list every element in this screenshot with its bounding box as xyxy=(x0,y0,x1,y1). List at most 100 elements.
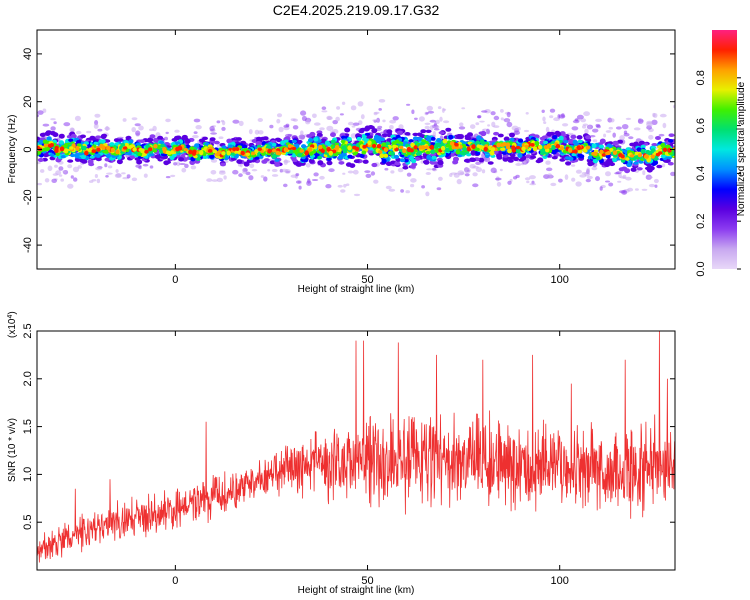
heatmap-cell xyxy=(67,159,74,163)
snr-y-scale-factor: (x104) xyxy=(7,311,19,338)
heatmap-cell xyxy=(440,145,446,151)
heatmap-cell xyxy=(193,131,198,135)
heatmap-cell xyxy=(617,139,624,144)
y-tick-label: 2.0 xyxy=(22,371,34,386)
heatmap-cell xyxy=(352,122,360,126)
heatmap-cell xyxy=(144,149,149,154)
heatmap-cell xyxy=(513,156,519,162)
heatmap-cell xyxy=(481,169,486,174)
heatmap-cell xyxy=(546,167,553,172)
heatmap-cell xyxy=(575,169,582,174)
heatmap-cell xyxy=(360,114,365,120)
heatmap-cell xyxy=(128,139,134,144)
heatmap-cell xyxy=(297,153,302,158)
heatmap-cell xyxy=(511,125,519,131)
heatmap-cell xyxy=(530,143,535,147)
heatmap-cell xyxy=(44,178,50,183)
heatmap-cell xyxy=(385,161,392,166)
heatmap-cell xyxy=(296,162,303,167)
heatmap-cell xyxy=(662,147,668,152)
heatmap-cell xyxy=(165,176,171,179)
heatmap-cell xyxy=(301,144,307,149)
heatmap-cell xyxy=(326,146,331,152)
heatmap-cell xyxy=(248,175,254,181)
heatmap-cell xyxy=(426,135,432,140)
heatmap-cell xyxy=(251,139,258,143)
heatmap-cell xyxy=(378,99,386,103)
heatmap-cell xyxy=(267,169,271,172)
heatmap-cell xyxy=(585,145,591,150)
heatmap-cell xyxy=(206,178,213,182)
heatmap-cell xyxy=(49,153,55,157)
heatmap-cell xyxy=(176,161,181,167)
heatmap-cell xyxy=(565,161,572,165)
heatmap-cell xyxy=(480,130,487,137)
heatmap-cell xyxy=(502,156,509,162)
colorbar-ticks: 0.0 0.2 0.4 0.6 0.8 xyxy=(695,70,741,277)
heatmap-cell xyxy=(477,115,482,119)
heatmap-cell xyxy=(432,131,436,137)
heatmap-cell xyxy=(72,166,80,173)
heatmap-cell xyxy=(458,126,466,130)
heatmap-cell xyxy=(652,160,659,166)
heatmap-cell xyxy=(550,145,556,151)
heatmap-cell xyxy=(254,129,260,135)
y-tick-label: -40 xyxy=(22,237,34,253)
heatmap-cell xyxy=(116,159,123,165)
heatmap-cell xyxy=(419,134,426,139)
heatmap-cell xyxy=(438,154,444,158)
heatmap-cell xyxy=(100,134,107,140)
heatmap-cell xyxy=(487,161,494,165)
heatmap-cell xyxy=(209,154,215,159)
heatmap-cell xyxy=(454,142,459,147)
heatmap-cell xyxy=(149,128,154,132)
heatmap-cell xyxy=(659,113,667,118)
heatmap-cell xyxy=(647,165,653,170)
heatmap-cell xyxy=(361,150,367,155)
heatmap-cell xyxy=(451,144,456,150)
heatmap-cell xyxy=(42,123,50,127)
heatmap-cell xyxy=(554,130,561,136)
heatmap-cell xyxy=(435,119,440,124)
heatmap-cell xyxy=(601,153,606,157)
heatmap-cell xyxy=(425,129,432,133)
heatmap-cell xyxy=(524,177,531,181)
heatmap-cell xyxy=(192,134,199,139)
heatmap-cell xyxy=(249,163,255,169)
heatmap-cell xyxy=(99,143,104,149)
heatmap-cell xyxy=(487,124,491,127)
heatmap-cell xyxy=(376,135,382,141)
heatmap-cell xyxy=(345,162,352,167)
heatmap-cell xyxy=(475,167,482,173)
heatmap-cell xyxy=(105,153,111,159)
heatmap-cell xyxy=(319,127,325,131)
heatmap-cell xyxy=(94,174,98,178)
heatmap-cell xyxy=(513,130,521,135)
heatmap-cell xyxy=(165,160,171,165)
heatmap-cell xyxy=(515,174,520,178)
heatmap-cell xyxy=(595,118,602,122)
heatmap-cell xyxy=(622,174,627,179)
heatmap-cell xyxy=(93,123,99,129)
y-tick-label: 40 xyxy=(22,48,34,60)
heatmap-cell xyxy=(316,132,323,137)
heatmap-cell xyxy=(370,171,376,176)
heatmap-cell xyxy=(226,138,233,144)
heatmap-cell xyxy=(179,163,186,165)
heatmap-cell xyxy=(104,157,111,162)
heatmap-cell xyxy=(254,156,260,160)
heatmap-cell xyxy=(202,136,208,141)
snr-ticks: 0 50 100 0.5 1.0 1.5 2.0 2.5 xyxy=(22,323,675,587)
heatmap-cell xyxy=(343,183,347,188)
heatmap-cell xyxy=(599,149,604,154)
heatmap-cell xyxy=(612,132,616,138)
x-tick-label: 50 xyxy=(361,575,373,587)
heatmap-cell xyxy=(340,135,347,140)
heatmap-cell xyxy=(530,155,537,159)
heatmap-cell xyxy=(70,133,77,139)
heatmap-cell xyxy=(425,191,430,197)
heatmap-cell xyxy=(397,167,404,173)
y-tick-label: 1.5 xyxy=(22,419,34,434)
heatmap-cell xyxy=(290,118,296,121)
heatmap-cell xyxy=(291,158,298,163)
